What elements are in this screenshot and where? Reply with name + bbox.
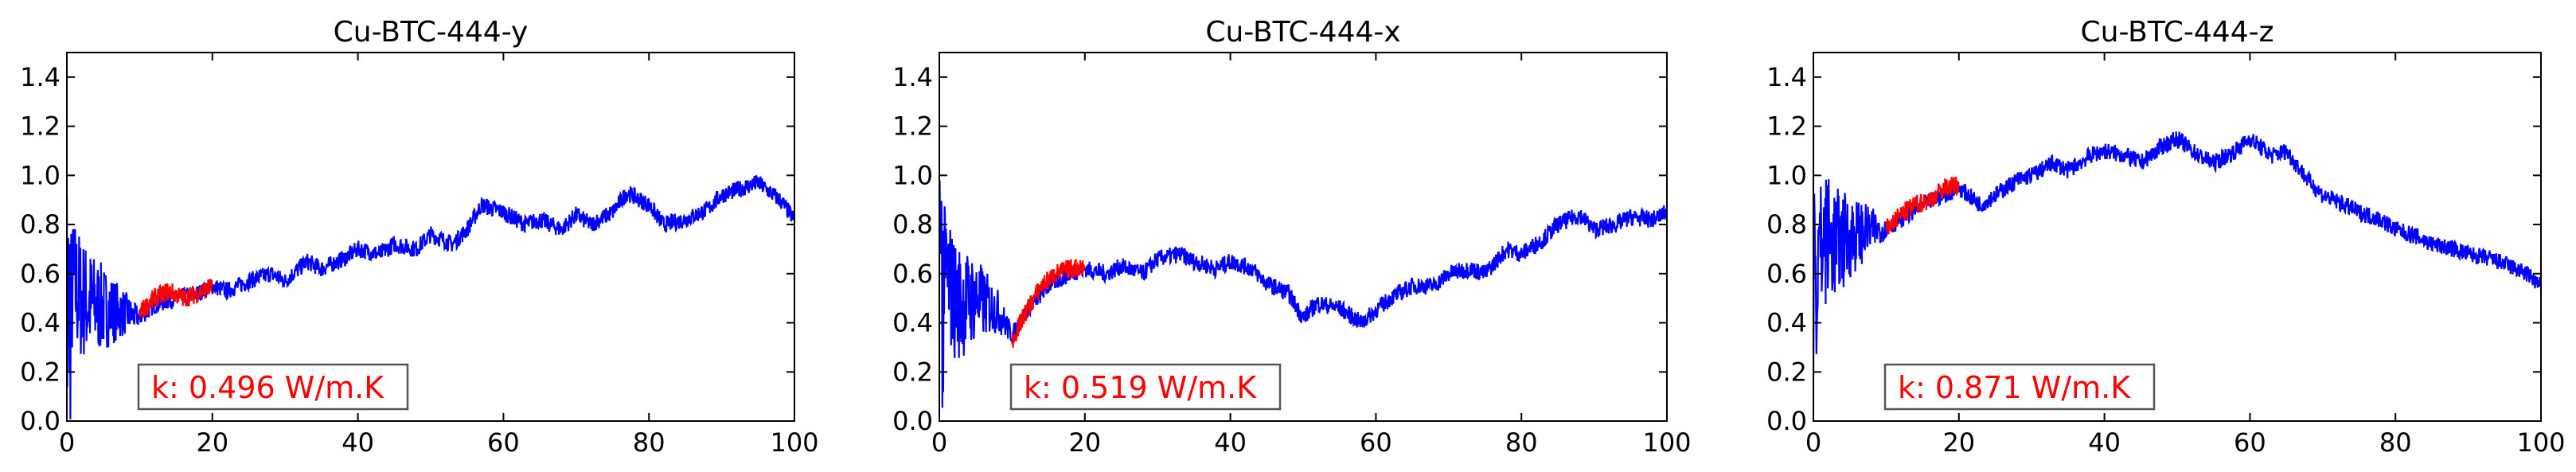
x-tick-label: 60	[1360, 427, 1392, 458]
x-tick-label: 20	[196, 427, 228, 458]
annotation-text: k: 0.496 W/m.K	[151, 370, 384, 405]
y-tick-label: 0.6	[1766, 259, 1807, 289]
axes-frame	[1813, 52, 2542, 422]
y-tick-label: 1.4	[892, 62, 933, 92]
annotation-text: k: 0.519 W/m.K	[1024, 370, 1257, 405]
x-tick-label: 40	[2088, 427, 2121, 458]
y-tick-label: 0.4	[892, 308, 933, 338]
series-line-highlight	[1011, 259, 1086, 348]
x-tick-label: 0	[59, 427, 75, 458]
y-tick-label: 1.2	[1766, 111, 1807, 142]
x-tick-label: 80	[633, 427, 665, 458]
x-tick-label: 100	[770, 427, 818, 458]
series-line-main	[1813, 131, 2541, 376]
y-tick-label: 1.4	[1766, 62, 1807, 92]
y-tick-label: 1.0	[892, 160, 933, 190]
series-line-highlight	[139, 279, 213, 319]
y-tick-label: 0.0	[892, 406, 933, 436]
x-tick-label: 60	[487, 427, 520, 458]
x-tick-label: 80	[1505, 427, 1538, 458]
y-tick-label: 0.2	[892, 357, 933, 387]
x-tick-label: 40	[1214, 427, 1247, 458]
x-tick-label: 0	[1805, 427, 1821, 458]
y-tick-label: 0.8	[1766, 209, 1807, 240]
annotation-box	[137, 363, 409, 411]
x-tick-label: 100	[1642, 427, 1691, 458]
x-tick-label: 80	[2379, 427, 2412, 458]
y-tick-label: 1.2	[892, 111, 933, 142]
chart-panel-2: 0 20 40 60 80 100 0.0 0.2 0.4 0.6 0.8 1.0 1.2 1.4 Cu-B…	[1766, 16, 2565, 458]
y-tick-label: 0.4	[20, 308, 60, 338]
chart-title: Cu-BTC-444-y	[334, 16, 529, 49]
y-tick-label: 0.4	[1766, 308, 1807, 338]
y-tick-label: 0.8	[20, 209, 60, 240]
annotation-text: k: 0.871 W/m.K	[1898, 370, 2131, 405]
chart-title: Cu-BTC-444-x	[1205, 16, 1400, 49]
x-tick-label: 100	[2516, 427, 2565, 458]
x-tick-label: 60	[2234, 427, 2266, 458]
axes-frame	[66, 52, 795, 422]
series-line-highlight	[1885, 176, 1960, 235]
y-tick-label: 0.6	[892, 259, 933, 289]
y-tick-label: 1.0	[20, 160, 60, 190]
y-tick-label: 0.0	[20, 406, 60, 436]
chart-panel-1: 0 20 40 60 80 100 0.0 0.2 0.4 0.6 0.8 1.0 1.2 1.4 Cu-B…	[892, 16, 1691, 458]
y-tick-label: 0.0	[1766, 406, 1807, 436]
x-tick-label: 0	[931, 427, 947, 458]
annotation-box	[1009, 363, 1282, 411]
y-tick-label: 1.0	[1766, 160, 1807, 190]
series-line-main	[939, 180, 1667, 408]
chart-panel-0: 0 20 40 60 80 100 0.0 0.2 0.4 0.6 0.8 1.0 1.2 1.4 Cu-B…	[20, 16, 818, 458]
annotation-box	[1883, 363, 2156, 411]
axes-frame	[939, 52, 1668, 422]
y-tick-label: 0.2	[20, 357, 60, 387]
x-tick-label: 20	[1068, 427, 1101, 458]
y-tick-label: 0.2	[1766, 357, 1807, 387]
y-tick-label: 0.8	[892, 209, 933, 240]
y-tick-label: 1.2	[20, 111, 60, 142]
y-tick-label: 1.4	[20, 62, 60, 92]
chart-title: Cu-BTC-444-z	[2081, 16, 2274, 49]
y-tick-label: 0.6	[20, 259, 60, 289]
x-tick-label: 40	[342, 427, 374, 458]
x-tick-label: 20	[1942, 427, 1975, 458]
